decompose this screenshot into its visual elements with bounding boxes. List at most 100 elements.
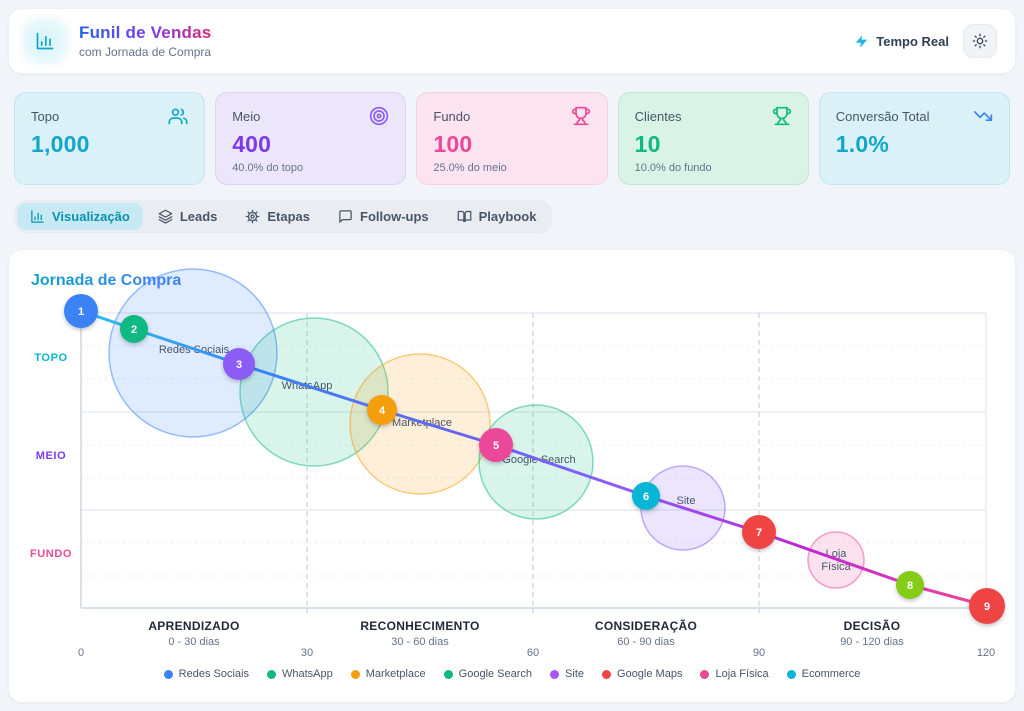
theme-toggle-button[interactable]	[963, 24, 997, 58]
stat-value: 10	[634, 131, 661, 157]
funnel-chart-icon	[25, 21, 65, 61]
target-icon	[369, 106, 389, 126]
stat-card-clientes: Clientes 10 10.0% do fundo	[617, 92, 809, 185]
svg-text:2: 2	[131, 324, 137, 336]
legend-dot	[266, 669, 276, 679]
stage-sub: 30 - 60 dias	[391, 636, 449, 648]
journey-point-7[interactable]: 7	[742, 515, 776, 549]
chart-title: Jornada de Compra	[31, 272, 182, 289]
legend-dot	[350, 669, 360, 679]
journey-point-9[interactable]: 9	[969, 588, 1005, 624]
stat-value: 400	[232, 131, 272, 157]
bubble-google search: Google Search	[478, 404, 594, 520]
legend-dot	[786, 669, 796, 679]
trophy-icon	[571, 106, 591, 126]
trophy-icon	[772, 106, 792, 126]
tab-playbook[interactable]: Playbook	[444, 203, 550, 230]
realtime-indicator: Tempo Real	[854, 34, 949, 49]
view-tabs: Visualização Leads Etapas Follow-ups Pla…	[14, 200, 553, 233]
legend-item-marketplace[interactable]: Marketplace	[350, 668, 426, 680]
stat-card-topo: Topo 1,000	[14, 92, 206, 185]
legend-item-google-search[interactable]: Google Search	[443, 668, 533, 680]
tab-etapas[interactable]: Etapas	[232, 203, 323, 230]
legend-item-google-maps[interactable]: Google Maps	[602, 668, 682, 680]
stat-value: 1.0%	[835, 131, 890, 157]
stage-title: APRENDIZADO	[148, 619, 239, 633]
stat-label: Conversão Total	[835, 108, 930, 124]
app-header: Funil de Vendas com Jornada de Compra Te…	[8, 8, 1016, 74]
stat-sub: 10.0% do fundo	[634, 162, 712, 174]
x-tick-label: 120	[977, 647, 995, 659]
journey-point-8[interactable]: 8	[896, 571, 924, 599]
x-tick-label: 30	[301, 647, 313, 659]
gear-icon	[246, 209, 260, 224]
legend-dot	[550, 669, 560, 679]
chart-legend: Redes Sociais WhatsApp Marketplace Google S…	[9, 668, 1015, 680]
legend-item-ecommerce[interactable]: Ecommerce	[786, 668, 861, 680]
legend-item-site[interactable]: Site	[550, 668, 584, 680]
x-tick-label: 0	[78, 647, 84, 659]
message-icon	[339, 210, 352, 223]
stage-title: CONSIDERAÇÃO	[595, 618, 697, 633]
book-open-icon	[457, 210, 472, 223]
journey-point-4[interactable]: 4	[367, 395, 397, 425]
y-band-label: FUNDO	[30, 548, 72, 560]
bolt-icon	[854, 34, 869, 49]
bar-chart-icon	[31, 210, 44, 223]
svg-text:3: 3	[236, 359, 242, 371]
bubble-marketplace: Marketplace	[349, 353, 491, 495]
stat-label: Fundo	[433, 108, 471, 124]
stage-title: RECONHECIMENTO	[360, 619, 479, 633]
legend-label: Site	[565, 668, 585, 680]
legend-item-redes-sociais[interactable]: Redes Sociais	[163, 668, 249, 680]
stat-value: 100	[433, 131, 473, 157]
journey-point-6[interactable]: 6	[632, 482, 660, 510]
legend-label: Loja Física	[715, 668, 769, 680]
stat-label: Clientes	[634, 108, 682, 124]
stat-card-meio: Meio 400 40.0% do topo	[215, 92, 407, 185]
y-band-label: TOPO	[34, 352, 67, 364]
journey-point-3[interactable]: 3	[223, 348, 255, 380]
svg-text:8: 8	[907, 580, 913, 592]
stat-sub: 25.0% do meio	[433, 162, 507, 174]
tab-visualizacao[interactable]: Visualização	[17, 203, 143, 230]
tab-follow-ups[interactable]: Follow-ups	[325, 203, 442, 230]
svg-text:6: 6	[643, 491, 649, 503]
legend-label: Google Search	[458, 668, 533, 680]
svg-text:Site: Site	[677, 495, 696, 507]
x-tick-label: 60	[527, 647, 539, 659]
journey-point-5[interactable]: 5	[479, 428, 513, 462]
legend-item-whatsapp[interactable]: WhatsApp	[266, 668, 333, 680]
legend-label: Redes Sociais	[178, 668, 249, 680]
page-subtitle: com Jornada de Compra	[79, 45, 212, 59]
journey-point-1[interactable]: 1	[64, 294, 98, 328]
stat-label: Topo	[31, 108, 60, 124]
stat-label: Meio	[232, 108, 261, 124]
svg-text:4: 4	[379, 405, 386, 417]
legend-label: Marketplace	[365, 668, 426, 680]
stat-sub: 40.0% do topo	[232, 162, 304, 174]
realtime-label: Tempo Real	[876, 33, 949, 49]
stats-row: Topo 1,000 Meio 400 40.0% do topo Fundo	[14, 92, 1010, 185]
legend-dot	[443, 669, 453, 679]
stage-title: DECISÃO	[844, 618, 901, 633]
tab-leads[interactable]: Leads	[145, 203, 231, 230]
trending-down-icon	[973, 106, 993, 126]
svg-text:9: 9	[984, 601, 990, 613]
journey-chart-card: Jornada de Compra Redes Sociais WhatsApp M…	[8, 249, 1016, 703]
stat-value: 1,000	[31, 131, 90, 157]
legend-label: Google Maps	[617, 668, 683, 680]
stage-sub: 90 - 120 dias	[840, 636, 904, 648]
users-icon	[168, 106, 188, 126]
y-band-label: MEIO	[36, 450, 67, 462]
legend-label: Ecommerce	[801, 668, 861, 680]
legend-item-loja-física[interactable]: Loja Física	[700, 668, 769, 680]
x-tick-label: 90	[753, 647, 765, 659]
svg-text:7: 7	[756, 527, 762, 539]
stat-card-conversao: Conversão Total 1.0%	[818, 92, 1010, 185]
legend-dot	[163, 669, 173, 679]
stat-card-fundo: Fundo 100 25.0% do meio	[416, 92, 608, 185]
stage-sub: 0 - 30 dias	[168, 636, 220, 648]
journey-point-2[interactable]: 2	[120, 315, 148, 343]
